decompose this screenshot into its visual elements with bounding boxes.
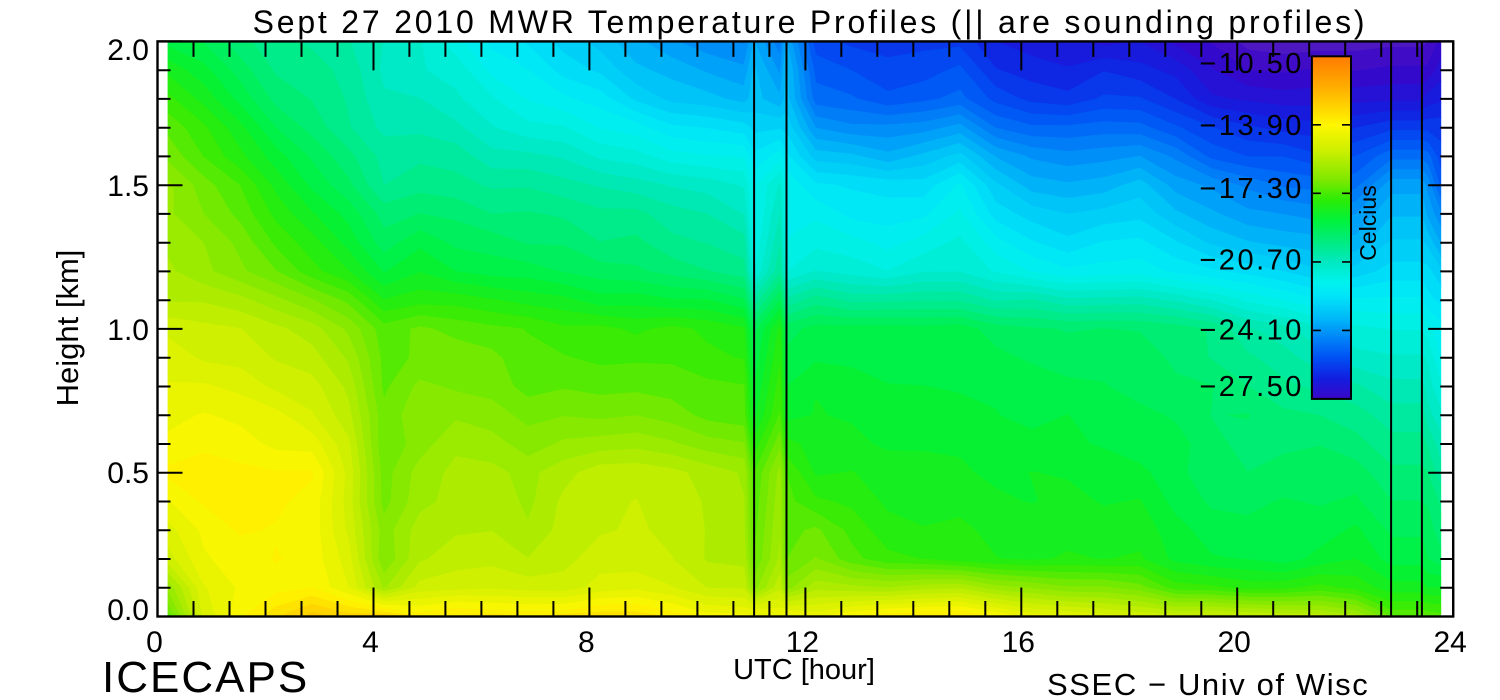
svg-text:−13.90: −13.90 [1199, 110, 1304, 142]
svg-text:−17.30: −17.30 [1199, 173, 1304, 205]
svg-text:20: 20 [1218, 626, 1251, 659]
svg-text:−20.70: −20.70 [1199, 245, 1304, 277]
svg-text:8: 8 [578, 626, 595, 659]
svg-text:0: 0 [146, 626, 163, 659]
svg-text:4: 4 [362, 626, 379, 659]
svg-text:Sept 27 2010 MWR Temperature P: Sept 27 2010 MWR Temperature Profiles (|… [253, 4, 1368, 40]
svg-text:−27.50: −27.50 [1199, 371, 1304, 403]
svg-text:SSEC − Univ of Wisc: SSEC − Univ of Wisc [1047, 667, 1369, 700]
svg-text:0.0: 0.0 [107, 594, 149, 627]
svg-text:Celcius: Celcius [1355, 185, 1381, 260]
svg-text:UTC [hour]: UTC [hour] [733, 654, 875, 686]
svg-text:24: 24 [1434, 626, 1467, 659]
svg-text:ICECAPS: ICECAPS [102, 653, 309, 700]
svg-text:1.0: 1.0 [107, 314, 149, 347]
svg-text:2.0: 2.0 [107, 34, 149, 67]
svg-text:−24.10: −24.10 [1199, 315, 1304, 347]
svg-text:12: 12 [786, 626, 819, 659]
svg-text:Height [km]: Height [km] [50, 250, 85, 407]
svg-text:1.5: 1.5 [107, 170, 149, 203]
svg-text:0.5: 0.5 [107, 457, 149, 490]
svg-text:−10.50: −10.50 [1199, 48, 1304, 80]
svg-text:16: 16 [1002, 626, 1035, 659]
